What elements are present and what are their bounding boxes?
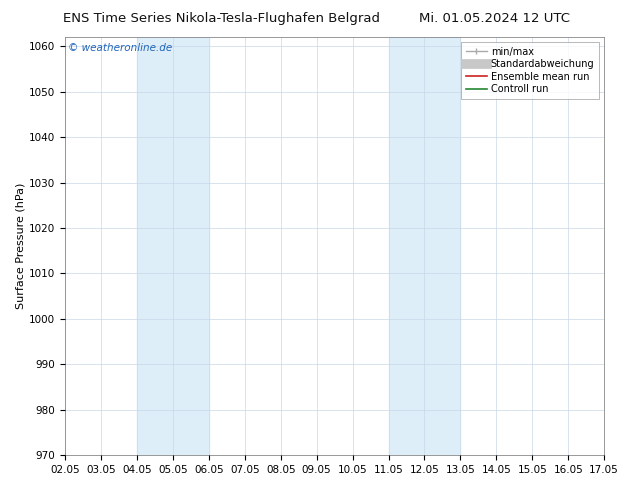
Bar [137, 37, 209, 455]
Text: ENS Time Series Nikola-Tesla-Flughafen Belgrad: ENS Time Series Nikola-Tesla-Flughafen B… [63, 12, 380, 25]
Text: © weatheronline.de: © weatheronline.de [68, 43, 172, 53]
Legend: min/max, Standardabweichung, Ensemble mean run, Controll run: min/max, Standardabweichung, Ensemble me… [461, 42, 599, 99]
Text: Mi. 01.05.2024 12 UTC: Mi. 01.05.2024 12 UTC [419, 12, 570, 25]
Bar [389, 37, 460, 455]
Y-axis label: Surface Pressure (hPa): Surface Pressure (hPa) [15, 183, 25, 309]
